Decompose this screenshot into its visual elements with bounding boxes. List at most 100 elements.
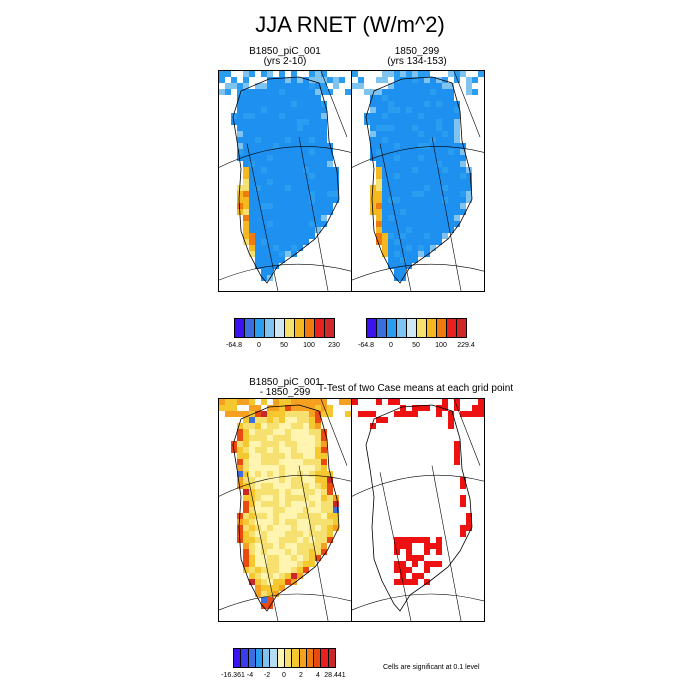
field-cell bbox=[442, 185, 448, 191]
field-cell bbox=[279, 501, 285, 507]
field-cell bbox=[261, 525, 267, 531]
field-cell bbox=[430, 137, 436, 143]
colorbar-tick-label: 50 bbox=[280, 342, 288, 349]
field-cell bbox=[249, 197, 255, 203]
field-cell bbox=[297, 77, 303, 83]
field-cell bbox=[243, 125, 249, 131]
field-cell bbox=[303, 173, 309, 179]
field-cell bbox=[394, 537, 400, 543]
field-cell bbox=[472, 405, 478, 411]
field-cell bbox=[261, 423, 267, 429]
field-cell bbox=[466, 167, 472, 173]
field-cell bbox=[400, 113, 406, 119]
field-cell bbox=[261, 429, 267, 435]
field-cell bbox=[418, 197, 424, 203]
field-cell bbox=[285, 77, 291, 83]
field-cell bbox=[436, 107, 442, 113]
field-cell bbox=[436, 101, 442, 107]
field-cell bbox=[297, 95, 303, 101]
field-cell bbox=[219, 77, 225, 83]
field-cell bbox=[442, 209, 448, 215]
field-cell bbox=[267, 465, 273, 471]
field-cell bbox=[424, 203, 430, 209]
field-cell bbox=[376, 227, 382, 233]
field-cell bbox=[297, 405, 303, 411]
field-cell bbox=[261, 459, 267, 465]
longitude-line bbox=[246, 143, 279, 291]
map-plot-3 bbox=[219, 399, 351, 621]
field-cell bbox=[436, 83, 442, 89]
field-cell bbox=[460, 411, 466, 417]
field-cell bbox=[237, 89, 243, 95]
field-cell bbox=[303, 411, 309, 417]
field-cell bbox=[267, 423, 273, 429]
field-cell bbox=[267, 459, 273, 465]
field-cell bbox=[303, 155, 309, 161]
field-cell bbox=[412, 245, 418, 251]
field-cell bbox=[303, 561, 309, 567]
field-cell bbox=[394, 269, 400, 275]
field-cell bbox=[418, 131, 424, 137]
field-cell bbox=[315, 101, 321, 107]
field-cell bbox=[279, 245, 285, 251]
field-cell bbox=[255, 95, 261, 101]
field-cell bbox=[243, 465, 249, 471]
field-cell bbox=[261, 531, 267, 537]
field-cell bbox=[267, 257, 273, 263]
field-cell bbox=[430, 167, 436, 173]
field-cell bbox=[243, 149, 249, 155]
field-cell bbox=[237, 411, 243, 417]
field-cell bbox=[430, 543, 436, 549]
field-cell bbox=[466, 179, 472, 185]
field-cell bbox=[285, 399, 291, 405]
field-cell bbox=[382, 167, 388, 173]
field-cell bbox=[297, 161, 303, 167]
field-cell bbox=[243, 531, 249, 537]
field-cell bbox=[249, 495, 255, 501]
field-cell bbox=[255, 573, 261, 579]
field-cell bbox=[261, 471, 267, 477]
field-cell bbox=[297, 423, 303, 429]
field-cell bbox=[273, 179, 279, 185]
field-cell bbox=[418, 239, 424, 245]
field-cell bbox=[243, 525, 249, 531]
field-cell bbox=[394, 543, 400, 549]
field-cell bbox=[430, 185, 436, 191]
colorbar-swatch bbox=[456, 318, 467, 338]
field-cell bbox=[448, 71, 454, 77]
field-cell bbox=[436, 561, 442, 567]
field-cell bbox=[291, 513, 297, 519]
field-cell bbox=[394, 191, 400, 197]
field-cell bbox=[243, 179, 249, 185]
field-cell bbox=[418, 95, 424, 101]
field-cell bbox=[430, 89, 436, 95]
field-cell bbox=[376, 155, 382, 161]
field-cell bbox=[243, 477, 249, 483]
field-cell bbox=[327, 173, 333, 179]
field-cell bbox=[358, 411, 364, 417]
field-cell bbox=[273, 489, 279, 495]
field-cell bbox=[448, 161, 454, 167]
field-cell bbox=[436, 537, 442, 543]
field-cell bbox=[454, 173, 460, 179]
field-cell bbox=[418, 167, 424, 173]
field-cell bbox=[424, 149, 430, 155]
field-cell bbox=[442, 179, 448, 185]
field-cell bbox=[418, 179, 424, 185]
field-cell bbox=[430, 143, 436, 149]
field-cell bbox=[321, 107, 327, 113]
field-cell bbox=[273, 245, 279, 251]
field-cell bbox=[400, 107, 406, 113]
field-cell bbox=[448, 149, 454, 155]
field-cell bbox=[436, 233, 442, 239]
field-cell bbox=[249, 71, 255, 77]
field-cell bbox=[267, 269, 273, 275]
field-cell bbox=[249, 477, 255, 483]
field-cell bbox=[388, 209, 394, 215]
field-cell bbox=[394, 399, 400, 405]
field-cell bbox=[243, 191, 249, 197]
field-cell bbox=[448, 107, 454, 113]
field-cell bbox=[267, 107, 273, 113]
field-cell bbox=[237, 95, 243, 101]
field-cell bbox=[291, 131, 297, 137]
